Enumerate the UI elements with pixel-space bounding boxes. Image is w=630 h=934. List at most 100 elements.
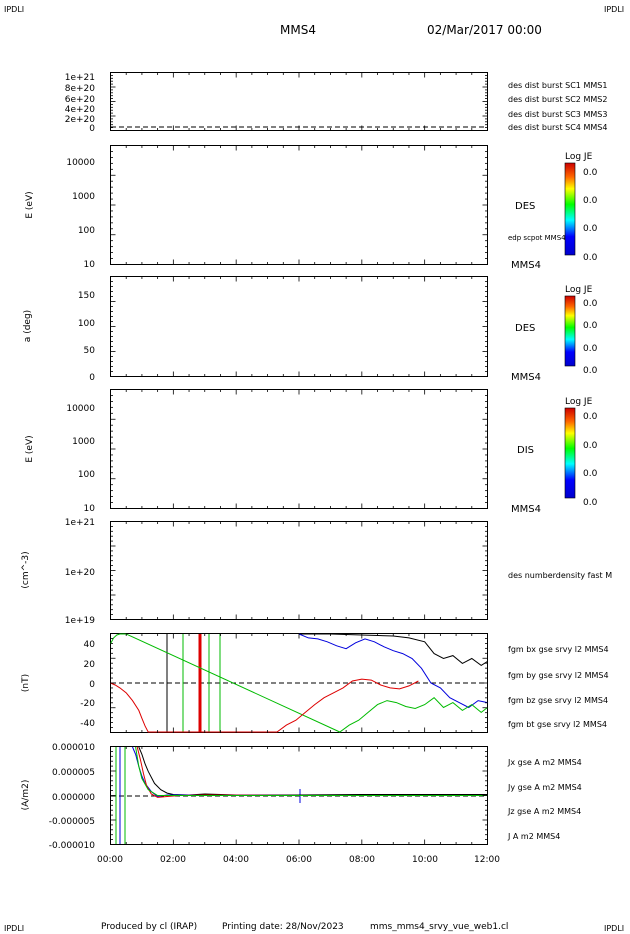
- x-tick-1000: 10:00: [412, 855, 438, 865]
- burst-ytick-3: 6e+20: [65, 95, 96, 105]
- des-energy-bottom-tag: MMS4: [511, 260, 541, 271]
- fgm-ytick-1: 40: [84, 640, 96, 650]
- dis-energy-cb-tick-3: 0.0: [583, 469, 598, 479]
- burst-ytick-6: 0: [89, 124, 95, 134]
- footer-product: mms_mms4_srvy_vue_web1.cl: [370, 922, 508, 932]
- corner-tag-top-left: IPDLI: [4, 5, 24, 14]
- dis-energy-cb-tick-1: 0.0: [583, 412, 598, 422]
- footer-printing-date: Printing date: 28/Nov/2023: [222, 922, 344, 932]
- des-pitch-colorbar-title: Log JE: [565, 285, 593, 295]
- density-ytick-1: 1e+21: [65, 518, 95, 528]
- header-date: 02/Mar/2017 00:00: [427, 23, 542, 37]
- burst-legend-4: des dist burst SC4 MMS4: [508, 123, 607, 132]
- des-energy-ylabel: E (eV): [25, 191, 35, 218]
- panel-current: 0.000010 0.000005 0.000000 -0.000005 -0.…: [21, 743, 582, 851]
- dis-energy-ytick-3: 100: [78, 470, 95, 480]
- des-energy-cb-tick-2: 0.0: [583, 196, 598, 206]
- panel-density: 1e+21 1e+20 1e+19 (cm^-3) des numberdens…: [21, 518, 612, 626]
- burst-ytick-5: 2e+20: [65, 115, 96, 125]
- fgm-legend-bz: fgm bz gse srvy l2 MMS4: [508, 696, 608, 705]
- des-pitch-ytick-2: 100: [78, 319, 95, 329]
- des-energy-colorbar-title: Log JE: [565, 152, 593, 162]
- des-pitch-cb-tick-2: 0.0: [583, 321, 598, 331]
- fgm-ytick-5: -40: [80, 719, 95, 729]
- dis-energy-ytick-4: 10: [84, 504, 96, 514]
- dis-energy-right-label: DIS: [517, 445, 534, 456]
- des-pitch-cb-tick-1: 0.0: [583, 299, 598, 309]
- burst-ytick-2: 8e+20: [65, 84, 96, 94]
- current-legend-jx: Jx gse A m2 MMS4: [507, 758, 582, 767]
- current-ytick-4: -0.000005: [49, 817, 95, 827]
- fgm-legend-bx: fgm bx gse srvy l2 MMS4: [508, 645, 609, 654]
- corner-tag-top-right: IPDLI: [604, 5, 624, 14]
- current-ylabel: (A/m2): [21, 780, 31, 811]
- des-energy-right-sub: edp scpot MMS4: [508, 234, 566, 242]
- x-tick-0000: 00:00: [97, 855, 123, 865]
- density-legend: des numberdensity fast M: [508, 571, 612, 580]
- axis-tick-marks: [110, 72, 488, 845]
- des-pitch-ytick-1: 150: [78, 291, 95, 301]
- des-energy-ytick-4: 10: [84, 260, 96, 270]
- burst-legend-3: des dist burst SC3 MMS3: [508, 110, 607, 119]
- x-tick-0800: 08:00: [349, 855, 375, 865]
- current-legend-jy: Jy gse A m2 MMS4: [507, 783, 582, 792]
- x-axis: 00:00 02:00 04:00 06:00 08:00 10:00 12:0…: [97, 855, 500, 865]
- des-energy-cb-tick-3: 0.0: [583, 224, 598, 234]
- fgm-series-by: [110, 633, 488, 733]
- des-pitch-ytick-3: 50: [84, 346, 96, 356]
- dis-energy-ylabel: E (eV): [25, 435, 35, 462]
- panel-frame-density: [110, 521, 488, 620]
- des-pitch-cb-tick-4: 0.0: [583, 366, 598, 376]
- dis-energy-colorbar-title: Log JE: [565, 397, 593, 407]
- des-energy-ytick-3: 100: [78, 226, 95, 236]
- des-energy-cb-tick-4: 0.0: [583, 253, 598, 263]
- density-ytick-3: 1e+19: [65, 616, 96, 626]
- current-ytick-3: 0.000000: [52, 793, 95, 803]
- x-tick-0600: 06:00: [286, 855, 312, 865]
- panel-dis-energy: 10000 1000 100 10 E (eV) DIS MMS4 Log JE…: [25, 397, 598, 515]
- dis-energy-cb-tick-4: 0.0: [583, 498, 598, 508]
- current-legend-jz: Jz gse A m2 MMS4: [507, 807, 581, 816]
- x-tick-1200: 12:00: [474, 855, 500, 865]
- dis-energy-ytick-1: 10000: [66, 404, 95, 414]
- des-pitch-ylabel: a (deg): [23, 310, 33, 342]
- x-tick-0200: 02:00: [160, 855, 186, 865]
- des-energy-colorbar: [564, 162, 576, 256]
- panel-fgm: 40 20 0 -20 -40 (nT) fgm bx gse srvy l2 …: [21, 633, 609, 733]
- panel-frame-des-energy: [110, 145, 488, 265]
- panel-frame-burst: [110, 72, 488, 131]
- density-ytick-2: 1e+20: [65, 568, 96, 578]
- des-pitch-ytick-4: 0: [89, 373, 95, 383]
- panel-des-pitch: 150 100 50 0 a (deg) DES MMS4 Log JE 0.0…: [23, 285, 598, 383]
- corner-tag-bottom-left: IPDLI: [4, 924, 24, 933]
- fgm-ytick-4: -20: [80, 699, 95, 709]
- footer-produced-by: Produced by cl (IRAP): [101, 922, 197, 932]
- burst-legend-2: des dist burst SC2 MMS2: [508, 95, 607, 104]
- burst-ytick-1: 1e+21: [65, 73, 95, 83]
- current-ytick-2: 0.000005: [52, 768, 95, 778]
- des-energy-right-label: DES: [515, 201, 535, 212]
- current-ytick-5: -0.000010: [49, 841, 95, 851]
- fgm-legend-bt: fgm bt gse srvy l2 MMS4: [508, 720, 607, 729]
- fgm-ytick-3: 0: [89, 680, 95, 690]
- current-series-jz: [132, 746, 488, 798]
- des-pitch-right-label: DES: [515, 323, 535, 334]
- fgm-series-bx: [110, 678, 419, 733]
- current-series-jy: [135, 746, 488, 796]
- density-ylabel: (cm^-3): [21, 551, 31, 588]
- fgm-legend-by: fgm by gse srvy l2 MMS4: [508, 671, 609, 680]
- header-spacecraft: MMS4: [280, 23, 316, 37]
- des-energy-ytick-2: 1000: [72, 192, 95, 202]
- fgm-series-bz: [298, 633, 488, 709]
- dis-energy-bottom-tag: MMS4: [511, 504, 541, 515]
- x-tick-0400: 04:00: [223, 855, 249, 865]
- corner-tag-bottom-right: IPDLI: [604, 924, 624, 933]
- fgm-ylabel: (nT): [21, 674, 31, 692]
- des-pitch-cb-tick-3: 0.0: [583, 344, 598, 354]
- dis-energy-cb-tick-2: 0.0: [583, 441, 598, 451]
- dis-energy-ytick-2: 1000: [72, 437, 95, 447]
- des-pitch-colorbar: [564, 295, 576, 367]
- current-series-j: [138, 746, 488, 796]
- burst-ytick-4: 4e+20: [65, 105, 96, 115]
